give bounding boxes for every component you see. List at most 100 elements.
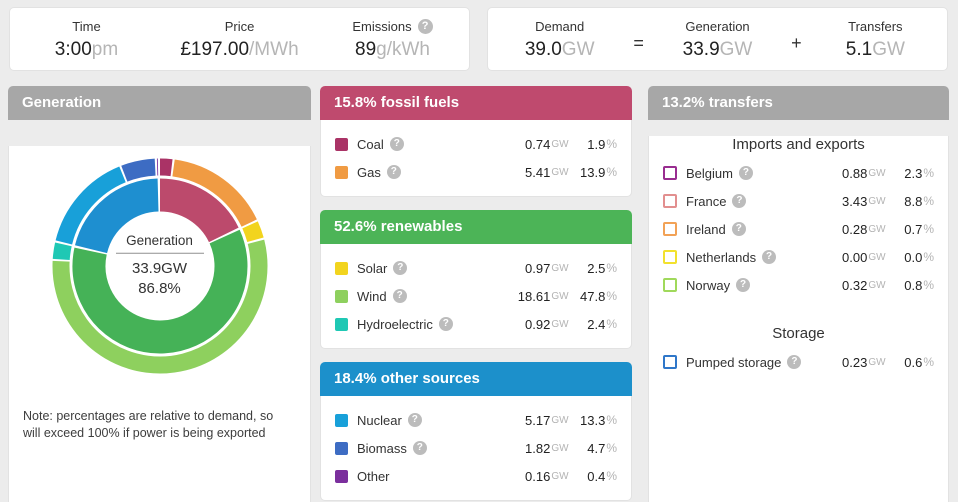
fossil-fuels-card: Coal? 0.74 GW 1.9% Gas? 5.41 GW 13.9% <box>320 120 632 197</box>
donut-segment-other-sources[interactable] <box>72 178 248 354</box>
help-icon[interactable]: ? <box>393 261 408 275</box>
ireland-pct-value: 0.7 <box>904 221 923 237</box>
coal-swatch <box>335 137 348 151</box>
pumped-storage-pct-value: 0.6 <box>904 354 923 370</box>
gas-pct-value: 13.9 <box>580 164 606 180</box>
donut-segment-solar[interactable] <box>28 146 290 386</box>
help-icon[interactable]: ? <box>787 355 802 369</box>
wind-label: Wind <box>357 288 387 304</box>
donut-segment-hydroelectric[interactable] <box>52 158 267 374</box>
norway-label: Norway <box>686 277 731 293</box>
donut-segment-wind[interactable] <box>39 146 279 386</box>
help-icon[interactable]: ? <box>762 250 777 264</box>
gas-label: Gas <box>357 164 381 180</box>
belgium-row: Belgium? 0.88 GW 2.3% <box>663 161 934 185</box>
biomass-row: Biomass? 1.82 GW 4.7% <box>335 436 617 460</box>
solar-gw-value: 0.97 <box>525 260 551 276</box>
pumped-storage-row: Pumped storage? 0.23 GW 0.6% <box>663 350 934 374</box>
wind-row: Wind? 18.61 GW 47.8% <box>335 284 617 308</box>
belgium-gw-value: 0.88 <box>842 165 868 181</box>
wind-swatch <box>335 289 348 303</box>
emissions-unit: g/kWh <box>376 38 430 60</box>
stat-time: Time? 3:00pm <box>10 18 163 61</box>
help-icon[interactable]: ? <box>732 194 747 208</box>
stat-generation: Generation 33.9GW <box>646 18 789 61</box>
netherlands-row: Netherlands? 0.00 GW 0.0% <box>663 245 934 269</box>
generation-donut-chart[interactable]: Generation 33.9GW 86.8% <box>10 146 310 386</box>
gw-unit: GW <box>551 262 569 274</box>
pct-unit: % <box>606 413 617 427</box>
equals-sign: = <box>633 32 644 53</box>
donut-segment-fossil-fuels[interactable] <box>72 178 247 354</box>
donut-segment-nuclear[interactable] <box>40 146 279 385</box>
donut-rings <box>28 146 290 386</box>
hydroelectric-swatch <box>335 317 348 331</box>
pct-unit: % <box>923 355 934 369</box>
ireland-row: Ireland? 0.28 GW 0.7% <box>663 217 934 241</box>
biomass-pct-value: 4.7 <box>587 440 606 456</box>
price-unit: /MWh <box>249 38 299 60</box>
other-label: Other <box>357 468 390 484</box>
help-icon[interactable]: ? <box>417 18 433 34</box>
ireland-label: Ireland <box>686 221 726 237</box>
help-icon[interactable]: ? <box>392 289 407 303</box>
donut-segment-renewables[interactable] <box>65 172 253 360</box>
coal-row: Coal? 0.74 GW 1.9% <box>335 132 617 156</box>
gw-unit: GW <box>551 290 569 302</box>
help-icon[interactable]: ? <box>386 165 401 179</box>
demand-equation-card: Demand 39.0GW = Generation 33.9GW + Tran… <box>487 7 948 71</box>
demand-value: 39.0 <box>524 38 562 60</box>
donut-segment-biomass[interactable] <box>31 146 287 386</box>
nuclear-label: Nuclear <box>357 412 402 428</box>
transfers-unit: GW <box>872 38 905 60</box>
help-icon[interactable]: ? <box>412 441 427 455</box>
solar-row: Solar? 0.97 GW 2.5% <box>335 256 617 280</box>
transfers-value: 5.1 <box>845 38 873 60</box>
netherlands-pct-value: 0.0 <box>904 249 923 265</box>
help-icon[interactable]: ? <box>738 166 753 180</box>
solar-label: Solar <box>357 260 388 276</box>
ireland-gw-value: 0.28 <box>842 221 868 237</box>
wind-pct-value: 47.8 <box>580 288 606 304</box>
help-icon[interactable]: ? <box>438 317 453 331</box>
gas-swatch <box>335 165 348 179</box>
coal-gw-value: 0.74 <box>525 136 551 152</box>
biomass-label: Biomass <box>357 440 407 456</box>
hydroelectric-pct-value: 2.4 <box>587 316 606 332</box>
france-gw-value: 3.43 <box>842 193 868 209</box>
other-sources-header: 18.4% other sources <box>320 362 632 396</box>
price-value: £197.00 <box>180 38 250 60</box>
france-row: France? 3.43 GW 8.8% <box>663 189 934 213</box>
help-icon[interactable]: ? <box>407 413 422 427</box>
renewables-section: 52.6% renewables Solar? 0.97 GW 2.5% Wind… <box>320 210 632 349</box>
help-icon[interactable]: ? <box>389 137 404 151</box>
gw-unit: GW <box>551 414 569 426</box>
donut-center-divider <box>115 252 204 254</box>
nuclear-swatch <box>335 413 348 427</box>
pct-unit: % <box>923 194 934 208</box>
belgium-label: Belgium <box>686 165 733 181</box>
france-pct-value: 8.8 <box>904 193 923 209</box>
pct-unit: % <box>606 261 617 275</box>
time-label: Time <box>72 18 101 34</box>
ireland-swatch <box>663 222 677 236</box>
donut-segment-coal[interactable] <box>52 158 267 374</box>
emissions-label: Emissions <box>352 18 412 34</box>
gw-unit: GW <box>868 223 886 235</box>
generation-unit: GW <box>719 38 753 60</box>
help-icon[interactable]: ? <box>731 222 746 236</box>
pumped-storage-swatch <box>663 355 677 369</box>
wind-gw-value: 18.61 <box>517 288 551 304</box>
help-icon[interactable]: ? <box>736 278 751 292</box>
renewables-card: Solar? 0.97 GW 2.5% Wind? 18.61 GW 47.8% H… <box>320 244 632 349</box>
demand-label: Demand <box>535 18 585 34</box>
fossil-fuels-header: 15.8% fossil fuels <box>320 86 632 120</box>
other-sources-section: 18.4% other sources Nuclear? 5.17 GW 13.3… <box>320 362 632 501</box>
time-value: 3:00 <box>54 38 92 60</box>
gw-unit: GW <box>868 251 886 263</box>
gw-unit: GW <box>868 167 886 179</box>
pct-unit: % <box>606 469 617 483</box>
gas-gw-value: 5.41 <box>525 164 551 180</box>
netherlands-label: Netherlands <box>686 249 757 265</box>
netherlands-swatch <box>663 250 677 264</box>
